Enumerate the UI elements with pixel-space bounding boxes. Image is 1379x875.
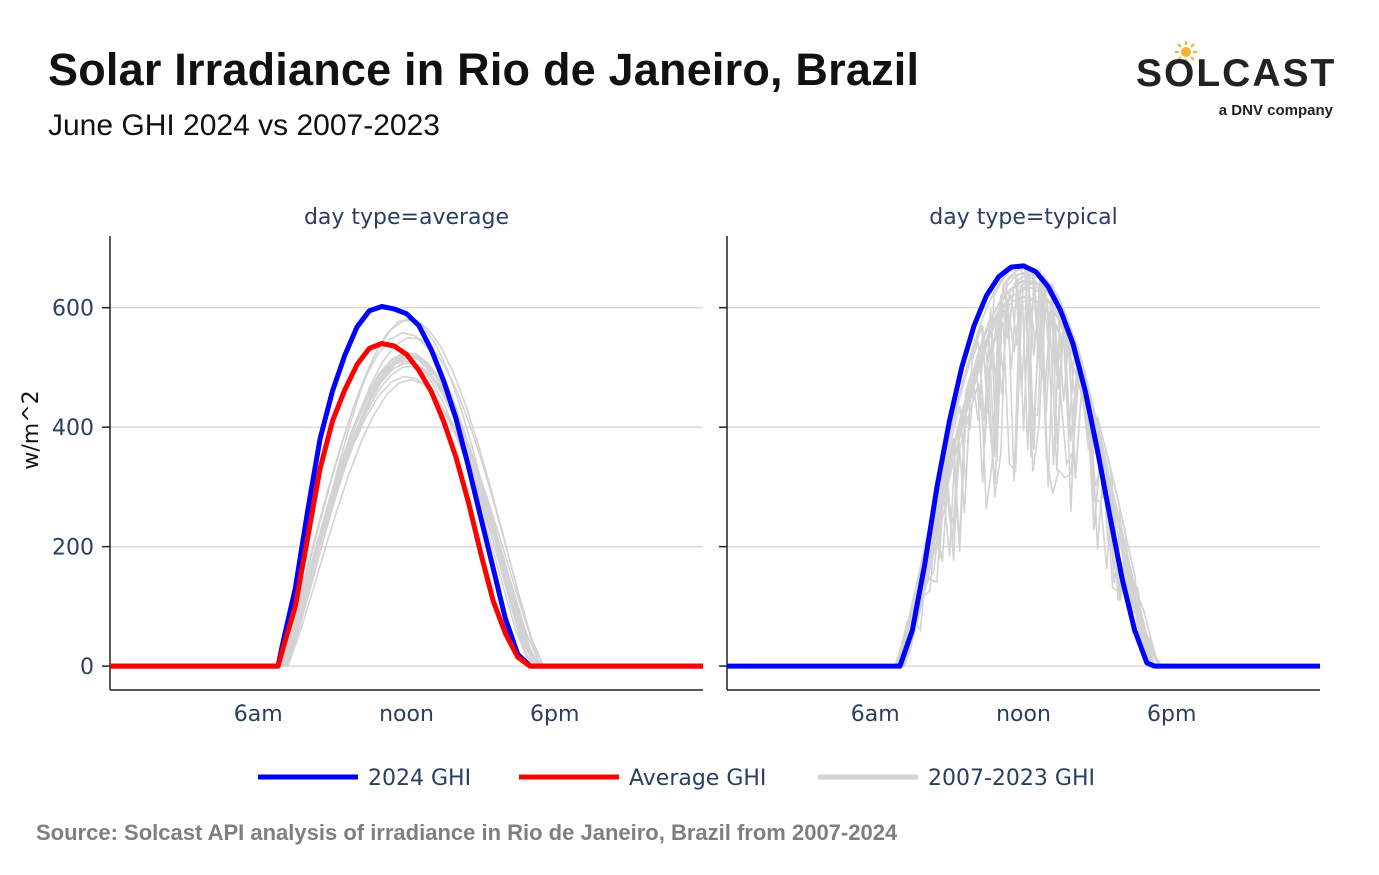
panel-title: day type=typical <box>929 205 1117 230</box>
legend-label: Average GHI <box>629 766 766 791</box>
y-tick-label: 0 <box>80 655 94 680</box>
historical-ghi-line <box>727 287 1320 667</box>
historical-ghi-line <box>727 271 1320 667</box>
panel-average: 0 200 400 600 6am noon 6pm day type=average <box>52 205 703 727</box>
historical-ghi-line <box>110 353 703 667</box>
y-tick-label: 200 <box>52 536 94 561</box>
x-tick-label: 6pm <box>530 702 579 727</box>
historical-ghi-line <box>110 353 703 667</box>
historical-ghi-line <box>110 332 703 667</box>
y-tick-label: 400 <box>52 416 94 441</box>
historical-ghi-line <box>110 318 703 667</box>
historical-ghi-line <box>110 362 703 667</box>
historical-ghi-line <box>110 336 703 667</box>
solcast-logo: SOLCAST a DNV company <box>1136 40 1341 130</box>
panel-title: day type=average <box>304 205 509 230</box>
historical-ghi-line <box>110 319 703 667</box>
legend-label: 2007-2023 GHI <box>928 766 1095 791</box>
historical-ghi-line <box>110 365 703 667</box>
x-tick-label: noon <box>996 702 1051 727</box>
x-tick-label: noon <box>379 702 434 727</box>
chart-legend: 2024 GHI Average GHI 2007-2023 GHI <box>258 766 1095 791</box>
x-tick-label: 6am <box>851 702 900 727</box>
ghi-2024-line <box>727 263 1320 669</box>
ghi-2024-line <box>110 304 703 669</box>
chart-title: Solar Irradiance in Rio de Janeiro, Braz… <box>48 44 920 95</box>
y-tick-label: 600 <box>52 297 94 322</box>
panel-typical: 6am noon 6pm day type=typical <box>719 205 1320 727</box>
x-tick-label: 6pm <box>1147 702 1196 727</box>
historical-ghi-line <box>110 375 703 667</box>
historical-ghi-line <box>110 353 703 667</box>
sun-icon <box>1175 41 1197 63</box>
logo-tagline: a DNV company <box>1218 102 1333 119</box>
chart-subtitle: June GHI 2024 vs 2007-2023 <box>48 109 440 142</box>
y-axis-label: w/m^2 <box>19 390 44 469</box>
average-ghi-line <box>110 341 703 669</box>
historical-ghi-line <box>110 353 703 667</box>
historical-ghi-line <box>727 295 1320 667</box>
historical-ghi-line <box>110 359 703 667</box>
x-tick-label: 6am <box>234 702 283 727</box>
historical-ghi-line <box>110 378 703 667</box>
historical-ghi-line <box>110 356 703 667</box>
historical-ghi-line <box>727 286 1320 667</box>
legend-label: 2024 GHI <box>368 766 471 791</box>
historical-ghi-line <box>110 351 703 667</box>
historical-ghi-line <box>110 355 703 667</box>
logo-wordmark: SOLCAST <box>1136 52 1337 95</box>
historical-ghi-line <box>727 267 1320 667</box>
source-note: Source: Solcast API analysis of irradian… <box>36 820 898 845</box>
historical-ghi-line <box>110 361 703 667</box>
